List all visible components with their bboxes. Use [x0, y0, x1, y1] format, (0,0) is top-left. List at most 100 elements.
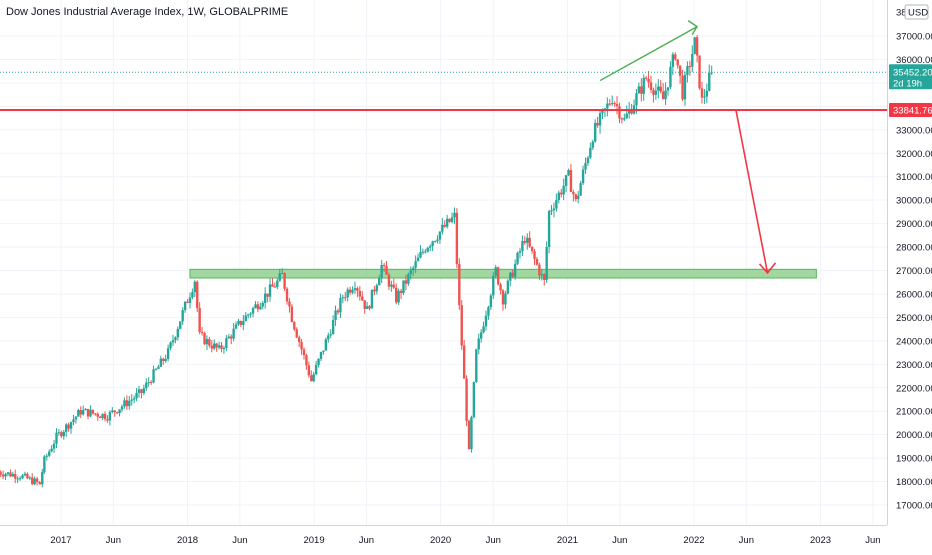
current-price-value: 35452.20: [893, 67, 932, 78]
candle-body: [33, 478, 36, 485]
candle-body: [475, 349, 478, 383]
candle-body: [431, 241, 434, 247]
candle-body: [416, 257, 420, 262]
candle-body: [669, 66, 672, 88]
candle-body: [479, 332, 483, 339]
candle-body: [98, 416, 102, 419]
candle-body: [329, 334, 332, 336]
candle-body: [67, 424, 70, 429]
candle-body: [521, 241, 524, 252]
y-tick-label: 37000.00: [896, 32, 932, 43]
candle-body: [443, 224, 446, 227]
candle-body: [225, 338, 228, 349]
candle-body: [244, 315, 247, 322]
candle-body: [664, 90, 667, 100]
time-axis-background: [0, 525, 932, 550]
candle-body: [659, 86, 662, 92]
candle-body: [232, 328, 235, 339]
candle-body: [557, 192, 561, 200]
candle-body: [263, 293, 267, 303]
candle-body: [132, 398, 136, 400]
candle-body: [695, 37, 699, 56]
candle-body: [409, 270, 412, 275]
candle-body: [6, 472, 10, 475]
candle-body: [501, 290, 505, 305]
candle-body: [334, 310, 337, 321]
candle-body: [671, 54, 675, 67]
candle-body: [188, 297, 192, 303]
candle-body: [28, 477, 32, 479]
candle-body: [205, 339, 209, 345]
drawing-layer: [0, 20, 887, 275]
candle-body: [242, 321, 245, 325]
trend-line: [599, 26, 698, 82]
y-tick-label: 18000.00: [896, 477, 932, 488]
candle-body: [589, 147, 592, 158]
candle-body: [266, 293, 269, 297]
candle-body: [145, 382, 148, 389]
candle-body: [613, 103, 616, 105]
candle-body: [176, 328, 180, 338]
candle-body: [618, 106, 621, 119]
candle-body: [305, 355, 308, 366]
candle-body: [404, 280, 408, 284]
candle-body: [586, 157, 590, 164]
candle-body: [237, 320, 240, 325]
candle-body: [426, 247, 429, 252]
grid-lines: [0, 0, 887, 525]
x-tick-label: 2021: [557, 535, 578, 546]
candle-body: [572, 191, 575, 195]
candle-body: [382, 265, 386, 267]
x-tick-label: Jun: [612, 535, 627, 546]
candle-body: [14, 474, 17, 479]
candle-body: [674, 54, 677, 60]
candle-body: [60, 432, 63, 437]
candle-body: [336, 310, 340, 313]
candle-body: [111, 410, 114, 412]
candle-body: [375, 285, 379, 292]
candle-body: [307, 365, 311, 376]
candle-body: [681, 75, 684, 100]
candle-body: [31, 477, 34, 485]
candle-body: [530, 246, 534, 252]
candle-body: [552, 208, 556, 211]
candle-body: [368, 306, 371, 309]
candle-body: [688, 66, 692, 68]
candle-body: [222, 348, 226, 350]
candle-body: [428, 246, 432, 248]
candle-body: [494, 267, 497, 276]
countdown-value: 2d 19h: [893, 78, 922, 89]
candle-body: [152, 369, 155, 383]
candle-body: [412, 267, 415, 271]
candle-body: [627, 109, 631, 114]
candle-body: [644, 77, 648, 79]
candle-body: [91, 409, 95, 414]
candle-body: [649, 82, 653, 90]
candle-body: [234, 324, 238, 329]
candle-body: [506, 280, 510, 294]
candle-body: [319, 352, 323, 359]
candle-body: [200, 331, 204, 334]
candle-body: [1, 474, 5, 477]
candle-body: [399, 290, 403, 293]
candle-body: [683, 74, 687, 100]
candle-body: [438, 231, 442, 240]
candle-body: [147, 382, 150, 384]
candle-body: [344, 297, 347, 299]
candle-body: [509, 272, 512, 281]
candles-layer: [0, 35, 713, 488]
candle-body: [314, 364, 318, 375]
candle-body: [555, 199, 558, 209]
candle-body: [297, 337, 301, 343]
candle-body: [652, 89, 655, 95]
candle-body: [183, 301, 187, 311]
candle-body: [169, 342, 172, 349]
candle-body: [295, 329, 298, 338]
candle-body: [52, 443, 56, 449]
candle-body: [642, 77, 645, 94]
y-tick-label: 19000.00: [896, 454, 932, 465]
candle-body: [164, 359, 167, 361]
projection-arrowhead: [758, 262, 777, 275]
